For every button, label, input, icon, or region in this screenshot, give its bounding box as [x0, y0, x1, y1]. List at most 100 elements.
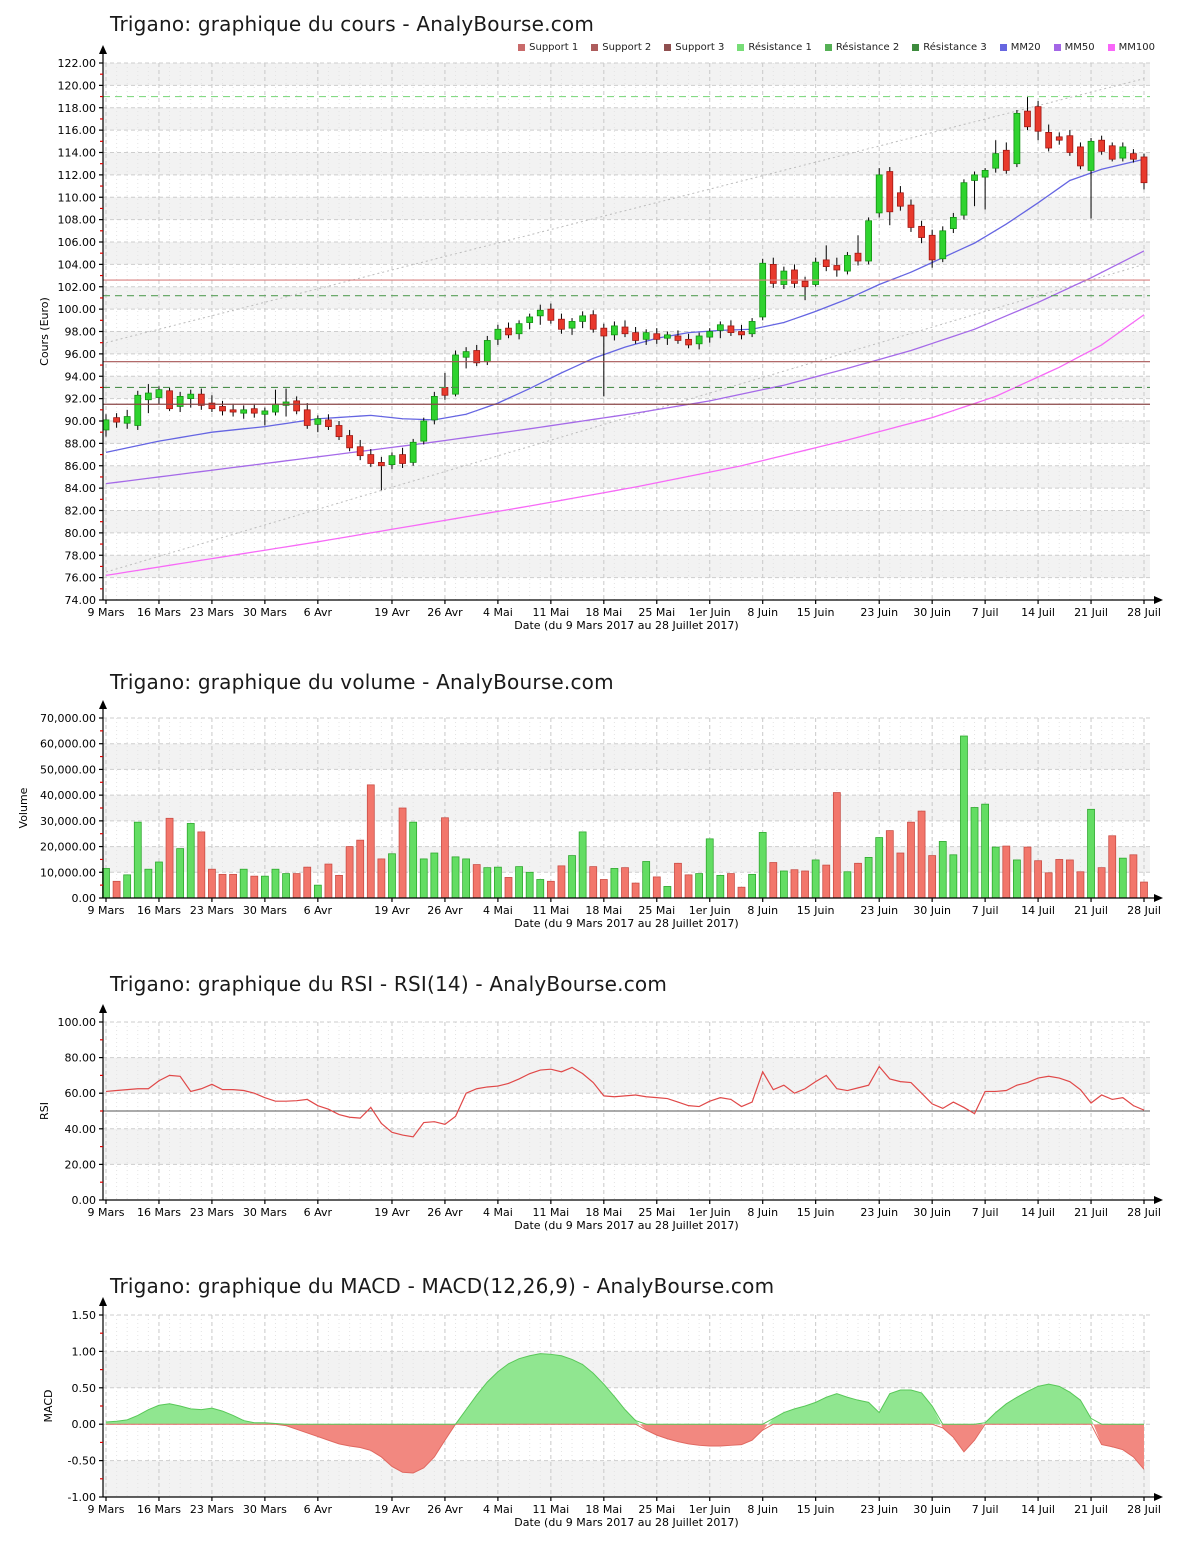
legend-item: Support 1	[518, 42, 578, 53]
rsi-chart-title: Trigano: graphique du RSI - RSI(14) - An…	[110, 972, 668, 996]
x-tick-label: 23 Mars	[190, 1503, 234, 1516]
legend-item: Résistance 3	[912, 42, 987, 53]
svg-text:86.00: 86.00	[65, 460, 97, 473]
svg-text:88.00: 88.00	[65, 437, 97, 450]
x-tick-label: 28 Juil	[1127, 904, 1161, 917]
x-tick-label: 14 Juil	[1021, 606, 1055, 619]
svg-text:100.00: 100.00	[58, 303, 97, 316]
x-tick-label: 6 Avr	[304, 606, 333, 619]
x-tick-label: 15 Juin	[797, 1206, 835, 1219]
svg-text:20,000.00: 20,000.00	[40, 841, 96, 854]
x-tick-label: 11 Mai	[532, 1206, 569, 1219]
price-chart-title: Trigano: graphique du cours - AnalyBours…	[110, 12, 595, 36]
x-tick-label: 14 Juil	[1021, 1206, 1055, 1219]
x-tick-label: 21 Juil	[1074, 1206, 1108, 1219]
macd-positive-area	[106, 1353, 1094, 1425]
svg-text:40,000.00: 40,000.00	[40, 789, 96, 802]
svg-text:96.00: 96.00	[65, 348, 97, 361]
svg-text:50,000.00: 50,000.00	[40, 763, 96, 776]
x-tick-label: 18 Mai	[585, 1503, 622, 1516]
x-tick-label: 21 Juil	[1074, 904, 1108, 917]
macd-negative-area	[106, 1424, 1144, 1473]
x-tick-label: 23 Mars	[190, 904, 234, 917]
x-tick-label: 25 Mai	[638, 1206, 675, 1219]
svg-text:30,000.00: 30,000.00	[40, 815, 96, 828]
x-tick-label: 28 Juil	[1127, 1503, 1161, 1516]
x-tick-label: 6 Avr	[304, 1503, 333, 1516]
svg-text:1.50: 1.50	[72, 1309, 97, 1322]
x-tick-label: 4 Mai	[483, 904, 513, 917]
x-tick-label: 18 Mai	[585, 1206, 622, 1219]
legend-item: Résistance 2	[824, 42, 900, 53]
svg-text:-0.50: -0.50	[68, 1455, 96, 1468]
x-tick-label: 8 Juin	[747, 606, 778, 619]
legend-item: Support 3	[664, 42, 724, 53]
x-tick-label: 11 Mai	[532, 1503, 569, 1516]
legend-swatch-icon	[1053, 44, 1061, 51]
x-tick-label: 9 Mars	[88, 1503, 125, 1516]
x-tick-label: 30 Mars	[243, 904, 287, 917]
x-tick-label: 4 Mai	[483, 606, 513, 619]
svg-text:80.00: 80.00	[65, 527, 97, 540]
legend-label: Résistance 1	[748, 42, 812, 53]
svg-text:0.50: 0.50	[72, 1382, 97, 1395]
mm50-line	[105, 250, 1145, 485]
legend-label: Support 2	[602, 42, 652, 53]
x-tick-label: 30 Juin	[913, 1503, 951, 1516]
x-tick-label: 16 Mars	[137, 606, 181, 619]
x-axis-title: Date (du 9 Mars 2017 au 28 Juillet 2017)	[514, 619, 738, 632]
x-tick-label: 23 Mars	[190, 1206, 234, 1219]
legend-label: MM50	[1064, 42, 1095, 53]
legend-swatch-icon	[737, 44, 745, 51]
x-tick-label: 25 Mai	[638, 904, 675, 917]
price-chart-legend: Support 1 Support 2 Support 3 Résistance 1 R…	[518, 42, 1155, 53]
svg-text:106.00: 106.00	[58, 236, 97, 249]
y-axis-title: Volume	[17, 787, 30, 828]
x-tick-label: 23 Juin	[860, 1206, 898, 1219]
x-tick-label: 21 Juil	[1074, 606, 1108, 619]
x-tick-label: 26 Avr	[427, 1503, 463, 1516]
svg-text:0.00: 0.00	[72, 1194, 97, 1207]
x-tick-label: 4 Mai	[483, 1206, 513, 1219]
x-tick-label: 7 Juil	[972, 606, 999, 619]
svg-text:110.00: 110.00	[58, 191, 97, 204]
svg-text:0.00: 0.00	[72, 1418, 97, 1431]
x-axis-title: Date (du 9 Mars 2017 au 28 Juillet 2017)	[514, 1516, 738, 1529]
svg-text:94.00: 94.00	[65, 370, 97, 383]
macd-chart-title: Trigano: graphique du MACD - MACD(12,26,…	[110, 1274, 775, 1298]
x-tick-label: 18 Mai	[585, 904, 622, 917]
x-tick-label: 16 Mars	[137, 904, 181, 917]
svg-text:74.00: 74.00	[65, 594, 97, 607]
y-axis-title: MACD	[42, 1390, 55, 1423]
legend-label: Résistance 2	[835, 42, 900, 53]
legend-swatch-icon	[1107, 44, 1115, 51]
svg-text:20.00: 20.00	[65, 1158, 97, 1171]
rsi-line	[105, 1065, 1145, 1138]
x-tick-label: 23 Juin	[860, 1503, 898, 1516]
x-axis-title: Date (du 9 Mars 2017 au 28 Juillet 2017)	[514, 917, 738, 930]
x-tick-label: 30 Juin	[913, 606, 951, 619]
svg-text:0.00: 0.00	[72, 892, 97, 905]
volume-chart-title: Trigano: graphique du volume - AnalyBour…	[110, 670, 614, 694]
x-tick-label: 30 Juin	[913, 904, 951, 917]
y-axis-title: RSI	[38, 1102, 51, 1120]
svg-text:120.00: 120.00	[58, 79, 97, 92]
price-plot: 74.00 76.00 78.00 80.00 82.00 84.00 86.00 88.00…	[38, 45, 1163, 632]
x-tick-label: 1er Juin	[689, 904, 731, 917]
svg-text:112.00: 112.00	[58, 169, 97, 182]
x-tick-label: 15 Juin	[797, 606, 835, 619]
legend-item: MM50	[1053, 42, 1095, 53]
x-tick-label: 26 Avr	[427, 1206, 463, 1219]
svg-text:108.00: 108.00	[58, 214, 97, 227]
legend-item: Support 2	[591, 42, 651, 53]
legend-swatch-icon	[912, 44, 920, 51]
x-tick-label: 15 Juin	[797, 1503, 835, 1516]
x-tick-label: 28 Juil	[1127, 606, 1161, 619]
svg-text:102.00: 102.00	[58, 281, 97, 294]
x-tick-label: 25 Mai	[638, 1503, 675, 1516]
svg-text:78.00: 78.00	[65, 549, 97, 562]
legend-item: Résistance 1	[737, 42, 812, 53]
x-tick-label: 16 Mars	[137, 1206, 181, 1219]
svg-text:116.00: 116.00	[58, 124, 97, 137]
